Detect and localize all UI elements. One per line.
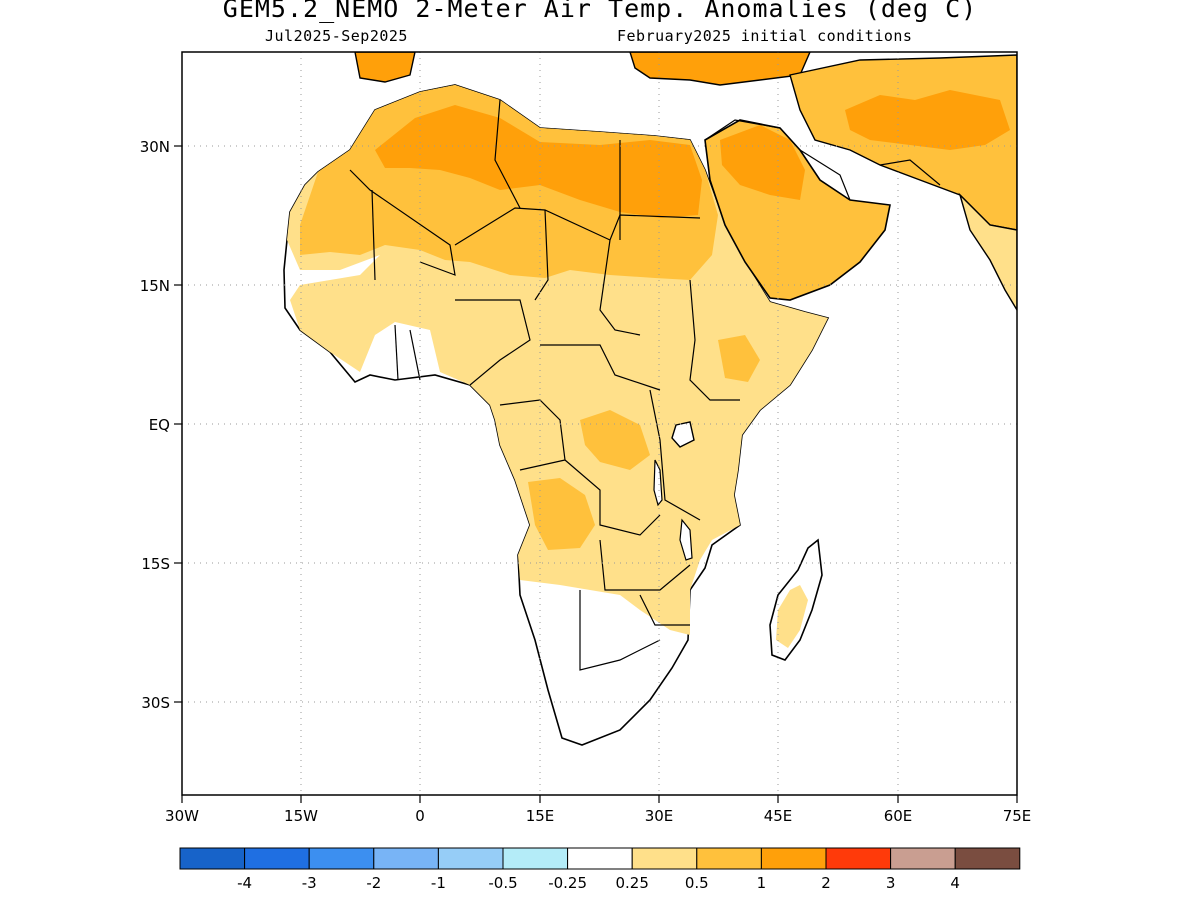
colorbar-label: 4 <box>950 874 960 892</box>
colorbar-label: 2 <box>821 874 831 892</box>
colorbar-swatch <box>437 847 504 870</box>
lat-label-15s: 15S <box>141 555 170 573</box>
colorbar-label: 3 <box>886 874 896 892</box>
lat-label-30s: 30S <box>141 694 170 712</box>
lat-label-30n: 30N <box>140 138 170 156</box>
colorbar-label: 0.25 <box>615 874 648 892</box>
lon-label-0: 0 <box>415 807 425 825</box>
initial-conditions-label: February2025 initial conditions <box>617 27 913 45</box>
colorbar-swatch <box>502 847 569 870</box>
lake-malawi <box>679 518 693 561</box>
colorbar-swatch <box>244 847 310 870</box>
lon-label-60e: 60E <box>884 807 913 825</box>
india-region <box>958 192 1017 312</box>
map-title: GEM5.2_NEMO 2-Meter Air Temp. Anomalies … <box>222 0 978 23</box>
country-borders <box>349 99 941 671</box>
colorbar-label: 0.5 <box>685 874 709 892</box>
madagascar-warming <box>776 585 808 648</box>
lon-label-45e: 45E <box>764 807 793 825</box>
medium-warming-central <box>580 410 650 470</box>
colorbar-label: -2 <box>366 874 381 892</box>
colorbar-swatch <box>631 847 698 870</box>
colorbar-swatch <box>760 847 827 870</box>
colorbar-label: -0.5 <box>488 874 517 892</box>
colorbar-swatch <box>179 847 246 870</box>
longitude-axis <box>181 795 1018 803</box>
medium-warming-ethiopia <box>718 335 760 382</box>
latitude-axis <box>174 145 182 703</box>
southern-europe <box>354 52 416 83</box>
colorbar-swatch <box>373 847 439 870</box>
lon-label-30e: 30E <box>645 807 674 825</box>
colorbar-label: -1 <box>431 874 446 892</box>
map-area <box>283 52 1017 746</box>
period-label: Jul2025-Sep2025 <box>265 27 408 45</box>
medium-warming-angola <box>528 478 595 550</box>
lake-tanganyika <box>653 459 663 507</box>
arabia-strong-warming <box>720 125 805 200</box>
colorbar-label: -3 <box>302 874 317 892</box>
colorbar-label: 1 <box>757 874 767 892</box>
colorbar-swatch <box>890 847 956 870</box>
lon-label-15w: 15W <box>284 807 318 825</box>
colorbar-swatch <box>696 847 762 870</box>
colorbar-labels: -4 -3 -2 -1 -0.5 -0.25 0.25 0.5 1 2 3 4 <box>237 874 960 892</box>
colorbar-label: -0.25 <box>548 874 587 892</box>
colorbar <box>179 847 1021 870</box>
colorbar-swatch <box>954 847 1021 870</box>
lat-label-15n: 15N <box>140 277 170 295</box>
lon-label-15e: 15E <box>526 807 555 825</box>
lon-label-75e: 75E <box>1003 807 1032 825</box>
lat-label-eq: EQ <box>149 416 170 434</box>
iran-strong-warming <box>845 90 1010 150</box>
eastern-mediterranean-land <box>629 52 811 86</box>
colorbar-swatch <box>308 847 375 870</box>
colorbar-swatch <box>825 847 892 870</box>
lon-label-30w: 30W <box>165 807 199 825</box>
lake-victoria <box>671 421 695 448</box>
colorbar-swatch <box>567 847 633 870</box>
colorbar-label: -4 <box>237 874 252 892</box>
